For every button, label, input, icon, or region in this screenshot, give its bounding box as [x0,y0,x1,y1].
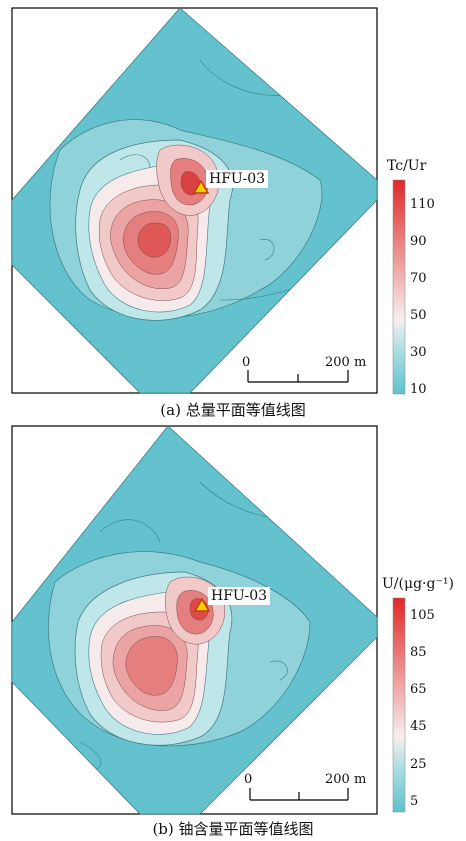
legend-tick: 65 [410,682,427,697]
scale-end-label: 200 m [325,355,367,370]
legend-tick: 30 [410,345,427,360]
legend-title: Tc/Ur [387,158,427,174]
scale-zero-label: 0 [242,355,251,370]
legend-tick: 90 [410,234,427,249]
legend-tick: 110 [410,197,435,212]
legend-tick: 85 [410,645,427,660]
caption-b: (b) 铀含量平面等值线图 [152,820,314,838]
legend-title: U/(μg·g⁻¹) [382,576,454,592]
panel-uranium-contour: HFU-03 0 200 m U/(μg·g⁻¹) 105 85 65 45 2… [0,422,466,841]
contour-map-b [11,425,406,815]
contour-map-a [11,7,406,395]
legend-tick: 5 [410,794,419,809]
scale-bar [247,370,349,383]
legend-colorbar [392,597,406,813]
legend-tick: 70 [410,271,427,286]
station-marker-icon [192,179,210,194]
legend-tick: 50 [410,308,427,323]
station-marker-icon [193,597,211,612]
legend-tick: 105 [410,608,435,623]
station-label: HFU-03 [206,170,269,188]
panel-total-contour: HFU-03 0 200 m Tc/Ur 110 90 70 50 30 10 … [0,0,466,420]
legend-tick: 10 [410,382,427,397]
caption-a: (a) 总量平面等值线图 [160,401,306,419]
scale-zero-label: 0 [244,772,253,787]
legend-tick: 45 [410,719,427,734]
legend-tick: 25 [410,757,427,772]
station-label: HFU-03 [208,587,271,605]
legend-colorbar [392,179,406,395]
scale-end-label: 200 m [325,772,367,787]
scale-bar [249,788,349,801]
